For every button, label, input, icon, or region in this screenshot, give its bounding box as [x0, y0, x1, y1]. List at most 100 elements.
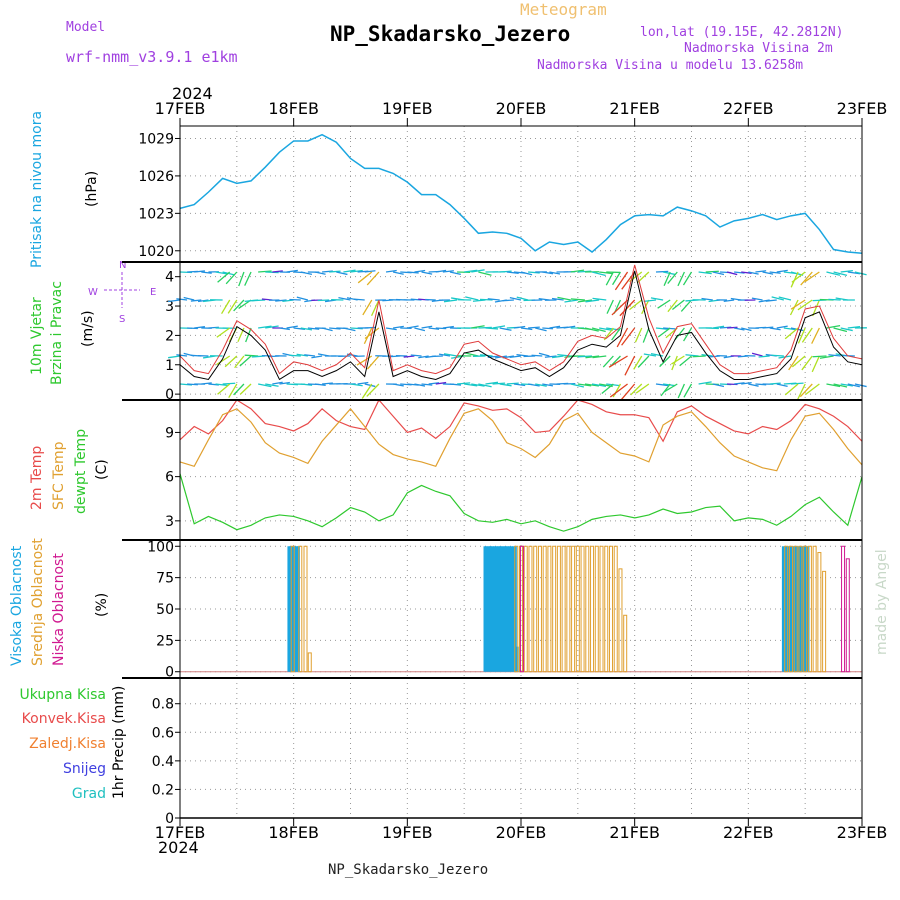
wind-arrow — [577, 270, 592, 273]
wind-arrow — [364, 326, 376, 329]
wind-arrow — [769, 382, 781, 385]
wind-arrow — [311, 355, 323, 359]
wind-arrow — [599, 271, 613, 275]
wind-arrow — [410, 354, 422, 357]
wind-arrow — [776, 383, 788, 387]
wind-arrow — [801, 355, 813, 371]
wind-arrow — [833, 327, 848, 333]
wind-arrow — [601, 383, 614, 395]
wind-arrow — [364, 270, 376, 273]
wind-arrow — [487, 298, 500, 301]
cloud-mid-bar — [812, 545, 817, 673]
wind-arrow — [279, 327, 290, 331]
cloud-high-bar — [492, 546, 496, 672]
wind-arrow — [642, 327, 650, 343]
precip-axis-label: 1hr Precip (mm) — [111, 685, 127, 799]
wind-arrow — [215, 383, 229, 387]
year-top: 2024 — [172, 84, 213, 103]
wind-arrow — [221, 299, 231, 314]
y-tick-label: 3 — [165, 514, 174, 530]
wind-arrow — [471, 269, 485, 273]
wind-arrow — [751, 297, 763, 301]
wind-arrow — [755, 270, 767, 273]
wind-arrow — [520, 327, 533, 331]
wind-arrow — [286, 325, 298, 329]
wind-arrow — [329, 327, 341, 330]
date-label-top: 19FEB — [382, 99, 433, 118]
wind-arrow — [751, 352, 763, 357]
wind-arrow — [244, 271, 252, 286]
wind-arrow — [811, 355, 820, 373]
date-label-bottom: 22FEB — [723, 823, 774, 842]
wind-arrow — [614, 271, 629, 291]
cloud-high-bar — [496, 546, 500, 672]
cloud-high-bar — [785, 546, 789, 672]
wind-arrow — [847, 271, 861, 275]
wind-arrow — [251, 299, 266, 302]
wind-arrow — [528, 271, 540, 274]
cloud-high-bar — [504, 546, 508, 672]
pressure-line — [179, 133, 863, 255]
wind-arrow — [671, 355, 685, 365]
wind-arrow — [606, 299, 614, 314]
date-label-bottom: 18FEB — [268, 823, 319, 842]
wind-arrow — [564, 299, 578, 303]
cloud-mid-bar — [793, 545, 798, 673]
y-tick-label: 6 — [165, 470, 174, 486]
wind-arrow — [542, 327, 554, 330]
wind-arrow — [765, 299, 777, 302]
wind-arrow — [421, 325, 433, 329]
wind-arrow — [300, 271, 313, 276]
wind-arrow — [784, 327, 799, 340]
wind-arrow — [168, 355, 181, 359]
pressure-unit: (hPa) — [84, 170, 100, 207]
wind-arrow — [322, 382, 333, 385]
y-tick-label: 9 — [165, 425, 174, 441]
wind-arrow — [637, 355, 650, 368]
cloud-mid-bar — [307, 652, 312, 673]
wind-arrow — [577, 383, 592, 387]
wind-arrow — [224, 355, 238, 368]
date-label-top: 20FEB — [496, 99, 547, 118]
wind-arrow — [840, 327, 853, 332]
wind-arrow — [385, 269, 397, 273]
wind-arrow — [265, 325, 279, 329]
cloud-mid-bar — [566, 545, 571, 673]
wind-arrow — [712, 271, 725, 276]
wind-arrow — [239, 355, 252, 367]
wind-arrow — [591, 327, 606, 333]
cloud-mid-bar — [807, 545, 812, 673]
cloud-low-bar — [845, 558, 850, 673]
wind-arrow — [265, 383, 279, 387]
y-tick-label: 0.2 — [152, 782, 174, 798]
wind-arrow — [350, 269, 363, 273]
wind-arrow — [362, 299, 373, 316]
wind-arrow — [557, 296, 571, 301]
wind-arrow — [442, 270, 454, 273]
wind-arrow — [414, 327, 426, 332]
wind-arrow — [216, 355, 231, 366]
wind-arrow — [671, 299, 685, 310]
wind-arrow — [279, 381, 290, 385]
wind-arrow — [828, 354, 841, 357]
cloud-high-bar — [502, 546, 506, 672]
cloud-mid-bar — [803, 545, 808, 673]
compass-s: S — [119, 314, 125, 325]
wind-arrow — [664, 383, 678, 393]
wind-arrow — [357, 271, 373, 284]
watermark: made by Angel — [874, 549, 890, 655]
cloud-high-bar — [498, 546, 502, 672]
y-tick-label: 100 — [147, 539, 174, 555]
cloud-mid-bar — [552, 545, 557, 673]
cloud-high-bar — [483, 546, 487, 672]
wind-arrow — [275, 299, 287, 302]
wind-arrow — [677, 383, 685, 399]
wind-arrow — [549, 271, 561, 275]
wind-arrow — [531, 354, 543, 357]
cloud-high-bar — [795, 546, 799, 672]
lonlat-label: lon,lat (19.15E, 42.2812N) — [640, 25, 844, 40]
legend-snow: Snijeg — [62, 761, 106, 777]
y-tick-label: 0.4 — [152, 754, 174, 770]
cloud-mid-bar — [590, 545, 595, 673]
wind-arrow — [655, 327, 669, 330]
